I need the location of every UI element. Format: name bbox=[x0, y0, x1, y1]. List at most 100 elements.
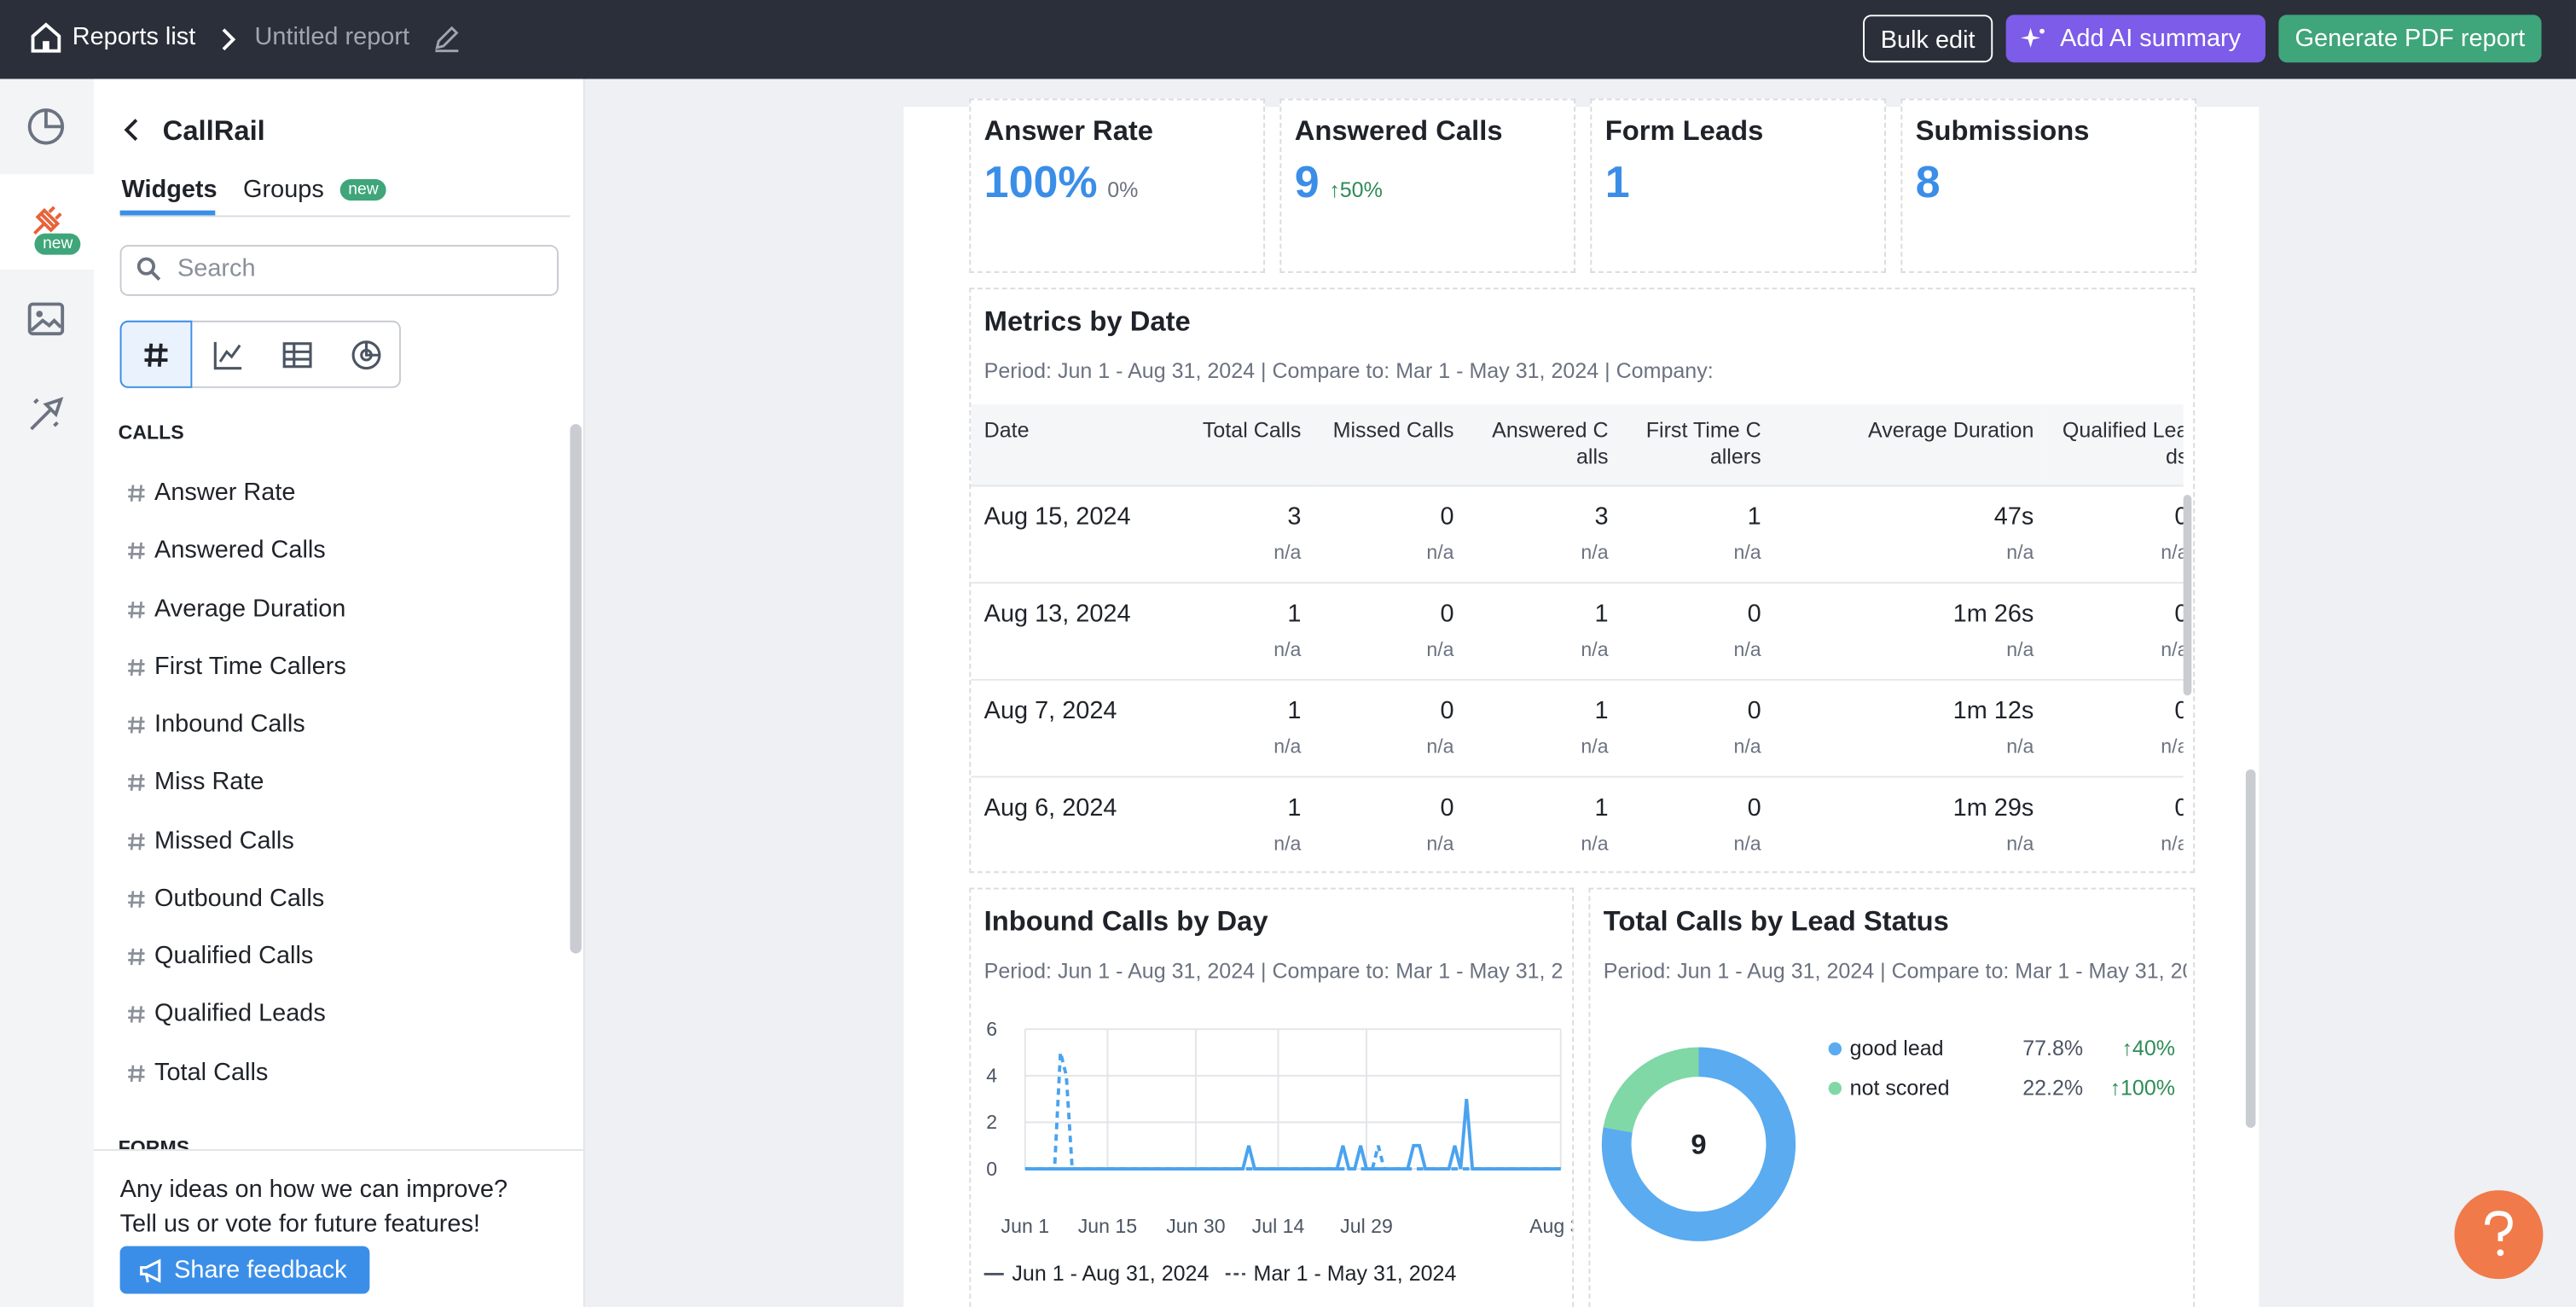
sparkle-icon bbox=[2020, 27, 2045, 48]
report-name[interactable]: Untitled report bbox=[254, 22, 409, 51]
filter-table[interactable] bbox=[281, 339, 314, 372]
help-button[interactable] bbox=[2454, 1190, 2544, 1280]
edit-icon[interactable] bbox=[432, 23, 462, 53]
kpi-card: Answered Calls 9 ↑50% bbox=[1279, 98, 1576, 273]
donut-chart: good lead 77.8% ↑40% not scored 22.2% ↑100% 9 bbox=[1601, 1037, 2175, 1241]
table-widget: Metrics by Date Period: Jun 1 - Aug 31, … bbox=[969, 288, 2196, 874]
table-cell: 0 n/a bbox=[1314, 678, 1467, 777]
table-cell: 0 n/a bbox=[1621, 775, 1775, 872]
widget-item[interactable]: Inbound Calls bbox=[154, 710, 305, 739]
cell-value: 0 bbox=[2174, 503, 2183, 532]
change-label: ↑40% bbox=[2121, 1037, 2175, 1060]
legend-label: Jun 1 - Aug 31, 2024 bbox=[1012, 1262, 1209, 1286]
search-input[interactable] bbox=[119, 245, 559, 296]
table-cell: Aug 6, 2024 bbox=[971, 775, 1169, 872]
table-row: Aug 6, 2024 1 n/a 0 n/a 1 n/a 0 n/a 1m 29s n/a 0 n/a bbox=[971, 775, 2184, 872]
y-tick-label: 0 bbox=[986, 1158, 997, 1180]
table-cell: Aug 15, 2024 bbox=[971, 485, 1169, 584]
widget-item[interactable]: Answer Rate bbox=[154, 478, 296, 507]
row-date: Aug 7, 2024 bbox=[983, 697, 1117, 725]
widget-title: Inbound Calls by Day bbox=[983, 905, 1268, 938]
back-icon[interactable] bbox=[123, 119, 139, 142]
tools-icon[interactable] bbox=[26, 394, 66, 433]
scrollbar[interactable] bbox=[570, 424, 582, 954]
home-icon[interactable] bbox=[30, 21, 63, 55]
table-cell: 3 n/a bbox=[1466, 485, 1622, 584]
widget-item[interactable]: First Time Callers bbox=[154, 652, 346, 681]
column-header: Average Duration bbox=[1867, 417, 2034, 443]
ai-summary-button[interactable]: Add AI summary bbox=[2005, 15, 2266, 63]
filter-line[interactable] bbox=[212, 339, 245, 372]
filter-pie[interactable] bbox=[350, 339, 383, 372]
tab-groups[interactable]: Groups bbox=[243, 176, 324, 204]
feedback-text: Any ideas on how we can improve? Tell us… bbox=[119, 1175, 508, 1239]
divider bbox=[119, 215, 571, 218]
x-tick-label: Jun 30 bbox=[1166, 1215, 1225, 1237]
widget-item[interactable]: Qualified Calls bbox=[154, 942, 314, 970]
widget-item[interactable]: Qualified Leads bbox=[154, 1000, 326, 1028]
table-viewport: Date Total Calls Missed Calls Answered Call… bbox=[971, 404, 2184, 872]
series-line bbox=[1024, 1099, 1561, 1171]
scrollbar[interactable] bbox=[2245, 769, 2256, 1128]
widget-item[interactable]: Outbound Calls bbox=[154, 884, 325, 913]
table-cell: Aug 13, 2024 bbox=[971, 582, 1169, 680]
cell-compare: n/a bbox=[2161, 735, 2183, 758]
kpi-number: 8 bbox=[1915, 157, 1941, 207]
table-cell: 1 n/a bbox=[1621, 485, 1775, 584]
cell-value: 1 bbox=[1287, 600, 1302, 629]
cell-value: 0 bbox=[1747, 697, 1761, 725]
kpi-number: 1 bbox=[1604, 157, 1630, 207]
cell-value: 0 bbox=[1440, 793, 1454, 822]
hash-glyph bbox=[128, 1064, 145, 1082]
feedback-button[interactable]: Share feedback bbox=[119, 1246, 370, 1294]
cell-compare: n/a bbox=[1733, 637, 1761, 661]
kpi-label: Form Leads bbox=[1604, 114, 1764, 147]
donut-center: 9 bbox=[1691, 1129, 1706, 1160]
hash-glyph bbox=[128, 659, 145, 676]
row-date: Aug 6, 2024 bbox=[983, 793, 1117, 822]
widget-item[interactable]: Average Duration bbox=[154, 594, 346, 623]
pdf-button[interactable]: Generate PDF report bbox=[2278, 15, 2542, 63]
kpi-value: 100% 0% bbox=[984, 158, 1139, 209]
scrollbar[interactable] bbox=[2183, 495, 2192, 696]
line-widget: Inbound Calls by Day Period: Jun 1 - Aug… bbox=[969, 887, 1575, 1307]
hash-icon bbox=[128, 659, 145, 676]
table-cell: 47s n/a bbox=[1774, 485, 2047, 584]
column-header: Missed Calls bbox=[1332, 417, 1454, 443]
top-bar: Reports list Untitled report Bulk edit A… bbox=[0, 0, 2576, 79]
widget-item[interactable]: Answered Calls bbox=[154, 536, 326, 565]
cell-value: 0 bbox=[1747, 600, 1761, 629]
image-icon[interactable] bbox=[26, 299, 66, 339]
table-cell: 1 n/a bbox=[1168, 678, 1314, 777]
cell-compare: n/a bbox=[1426, 832, 1454, 856]
tab-widgets[interactable]: Widgets bbox=[121, 176, 218, 204]
cell-value: 1m 26s bbox=[1952, 600, 2034, 629]
filter-number[interactable] bbox=[119, 320, 193, 388]
hash-glyph bbox=[128, 485, 145, 502]
row-date: Aug 13, 2024 bbox=[983, 600, 1131, 629]
bulk-edit-button[interactable]: Bulk edit bbox=[1863, 15, 1993, 63]
donut-segment bbox=[1603, 1047, 1700, 1133]
kpi-label: Submissions bbox=[1915, 114, 2090, 147]
widget-title: Total Calls by Lead Status bbox=[1603, 905, 1949, 938]
legend-label: not scored bbox=[1850, 1076, 1950, 1100]
widget-subtitle: Period: Jun 1 - Aug 31, 2024 | Compare t… bbox=[983, 958, 1563, 984]
widget-item[interactable]: Total Calls bbox=[154, 1058, 269, 1086]
cell-value: 0 bbox=[1747, 793, 1761, 822]
reports-icon[interactable] bbox=[26, 107, 66, 146]
breadcrumb-link[interactable]: Reports list bbox=[72, 22, 196, 51]
hash-icon bbox=[128, 1064, 145, 1082]
y-tick-label: 6 bbox=[986, 1018, 997, 1040]
widget-item[interactable]: Missed Calls bbox=[154, 826, 294, 855]
table-row: Aug 13, 2024 1 n/a 0 n/a 1 n/a 0 n/a 1m 26s n/a 0 n/… bbox=[971, 582, 2184, 680]
hash-glyph bbox=[128, 717, 145, 734]
widget-item[interactable]: Miss Rate bbox=[154, 768, 264, 797]
cell-compare: n/a bbox=[1581, 637, 1609, 661]
value-label: 77.8% bbox=[2022, 1037, 2083, 1060]
section-heading: CALLS bbox=[118, 421, 184, 444]
kpi-card: Form Leads 1 bbox=[1590, 98, 1887, 273]
cell-compare: n/a bbox=[1273, 637, 1302, 661]
legend-dot bbox=[1828, 1081, 1842, 1095]
cell-compare: n/a bbox=[2006, 735, 2034, 758]
